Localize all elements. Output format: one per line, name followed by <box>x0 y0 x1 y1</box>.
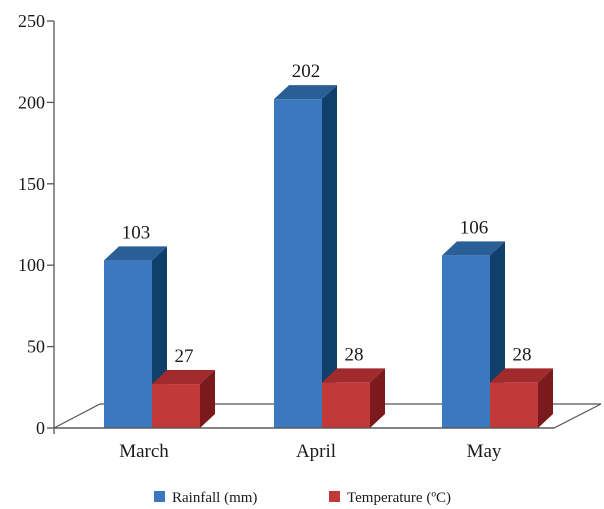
bar-top <box>442 241 505 256</box>
bar <box>490 368 553 428</box>
legend-swatch <box>329 491 340 502</box>
bar-side <box>370 368 385 428</box>
data-label: 28 <box>513 344 532 365</box>
data-label: 27 <box>175 346 194 367</box>
y-tick-label: 250 <box>18 11 45 31</box>
bar-front <box>322 382 370 428</box>
legend-label: Temperature (ºC) <box>347 490 451 506</box>
data-label: 103 <box>122 222 151 243</box>
y-tick-label: 50 <box>27 337 45 357</box>
bar-front <box>104 260 152 428</box>
bar-side <box>322 85 337 429</box>
x-category-label: March <box>119 441 169 462</box>
y-tick-label: 200 <box>18 92 45 112</box>
y-tick-label: 100 <box>18 255 45 275</box>
bar <box>322 368 385 428</box>
bar-side <box>538 368 553 428</box>
legend: Rainfall (mm) Temperature (ºC) <box>154 490 451 506</box>
legend-label: Rainfall (mm) <box>172 490 257 506</box>
bar-top <box>104 246 167 261</box>
x-category-label: April <box>296 441 336 462</box>
legend-swatch <box>154 491 165 502</box>
bar-top <box>274 85 337 100</box>
data-label: 28 <box>345 344 364 365</box>
data-label: 106 <box>460 217 489 238</box>
x-category-label: May <box>467 441 502 462</box>
y-tick-label: 0 <box>36 418 45 438</box>
bar-side <box>200 370 215 428</box>
bar <box>152 370 215 428</box>
y-tick-label: 150 <box>18 174 45 194</box>
bar-front <box>274 99 322 429</box>
data-label: 202 <box>292 61 321 82</box>
bars: 103 27 202 28 106 28 <box>104 61 553 429</box>
bar-front <box>152 384 200 428</box>
bar-front <box>442 255 490 428</box>
bar <box>274 85 337 429</box>
bar-top <box>322 368 385 383</box>
bar-front <box>490 382 538 428</box>
bar-top <box>490 368 553 383</box>
x-axis: March April May <box>54 427 554 462</box>
bar-top <box>152 370 215 385</box>
y-axis: 0 50 100 150 200 250 <box>18 11 55 438</box>
